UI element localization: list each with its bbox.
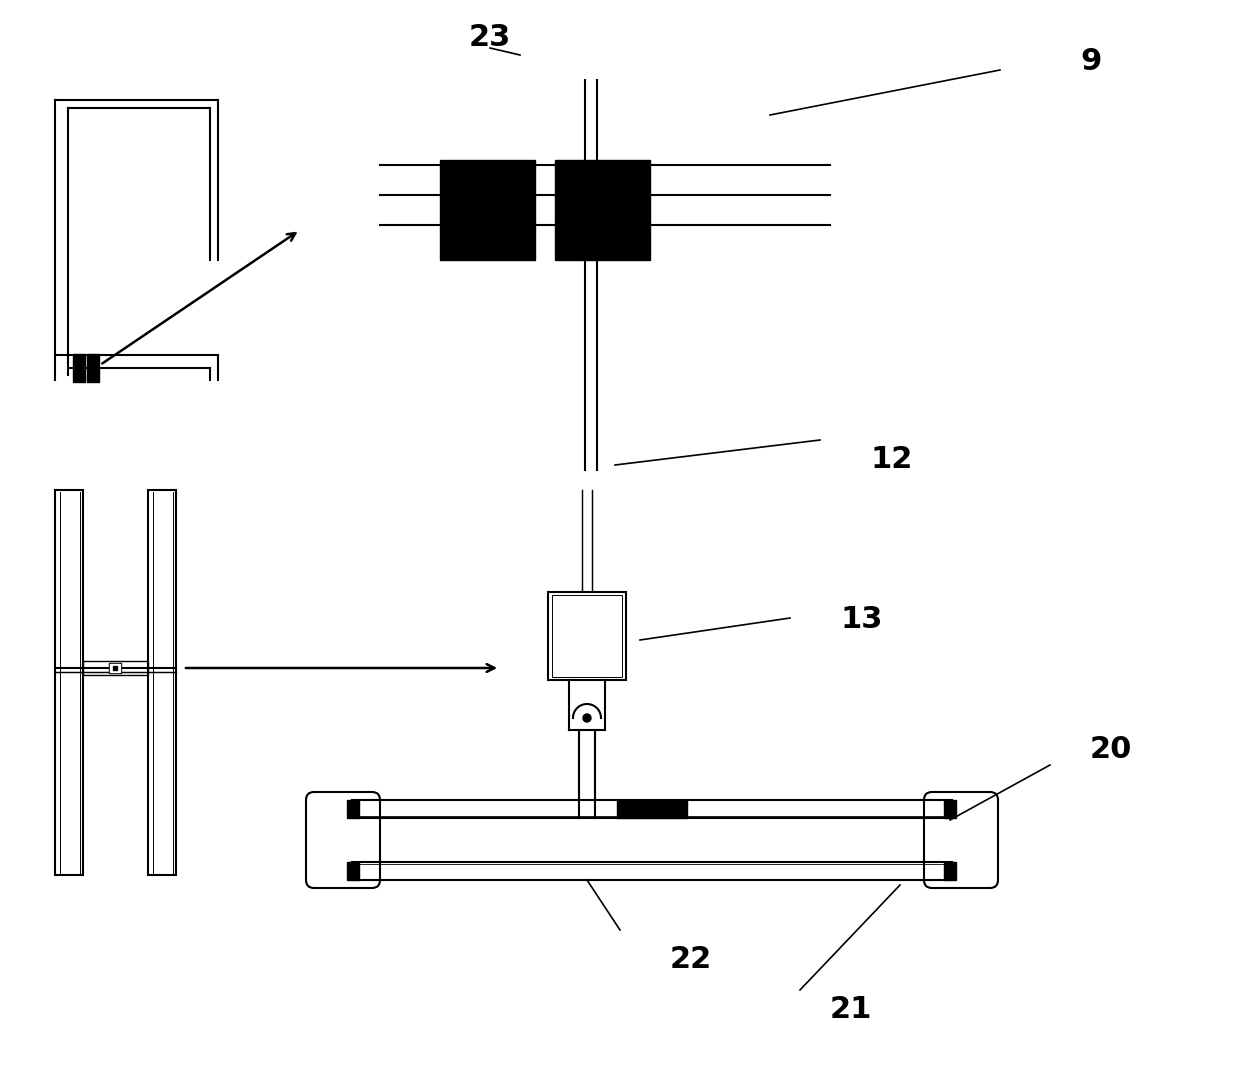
Bar: [548, 592, 626, 680]
Bar: [352, 800, 952, 818]
Bar: [73, 354, 86, 382]
Bar: [944, 862, 956, 880]
Text: 22: 22: [670, 946, 712, 974]
Text: 13: 13: [839, 605, 883, 634]
Bar: [87, 354, 99, 382]
Bar: [113, 666, 117, 670]
Bar: [109, 663, 122, 673]
Bar: [440, 161, 534, 260]
Text: 9: 9: [1080, 47, 1101, 76]
Circle shape: [583, 714, 591, 722]
Text: 20: 20: [1090, 736, 1132, 764]
Text: 12: 12: [870, 446, 913, 475]
Bar: [944, 800, 956, 818]
Bar: [347, 862, 360, 880]
Bar: [552, 595, 622, 677]
Bar: [556, 161, 650, 260]
Bar: [347, 800, 360, 818]
Bar: [55, 490, 83, 875]
Text: 21: 21: [830, 996, 873, 1024]
Text: 23: 23: [469, 24, 511, 52]
Bar: [83, 661, 148, 675]
Bar: [110, 664, 120, 672]
Bar: [352, 862, 952, 880]
Bar: [148, 490, 176, 875]
Bar: [618, 800, 687, 818]
